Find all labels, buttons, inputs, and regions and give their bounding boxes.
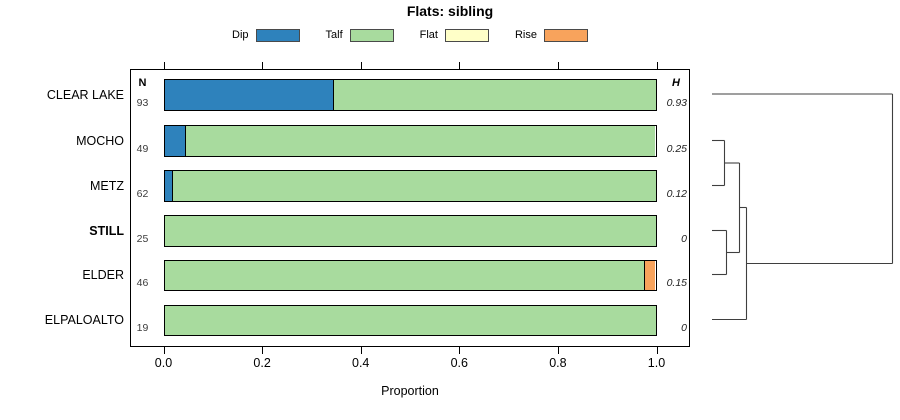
h-value-elder: 0.15 <box>666 277 687 289</box>
row-label-elder: ELDER <box>82 268 124 283</box>
h-value-still: 0 <box>681 232 687 245</box>
plot-area-border <box>130 69 690 347</box>
top-axis-tick <box>459 62 461 69</box>
bar-row-still <box>163 215 657 247</box>
bar-segment-talf-elder <box>164 260 644 290</box>
legend-swatch-talf <box>349 28 394 42</box>
bottom-axis-tick <box>360 346 362 354</box>
n-value-elpaloalto: 19 <box>136 322 149 334</box>
row-label-metz: METZ <box>89 178 124 193</box>
bar-segment-dip-mocho <box>164 126 185 156</box>
legend-item-rise: Rise <box>514 28 588 42</box>
bottom-axis-tick <box>262 346 264 354</box>
bar-segment-talf-metz <box>172 171 656 201</box>
n-column-header: N <box>138 77 147 89</box>
legend-item-talf: Talf <box>325 28 394 42</box>
bar-row-mocho <box>163 125 657 157</box>
h-value-mocho: 0.25 <box>666 142 687 155</box>
top-axis-tick <box>163 62 165 69</box>
legend-item-dip: Dip <box>232 28 300 42</box>
x-tick-label-1.0: 1.0 <box>647 356 666 370</box>
bar-row-clear-lake <box>163 79 657 111</box>
legend-label-flat: Flat <box>419 28 438 41</box>
bar-segment-talf-mocho <box>184 126 656 156</box>
h-column-header: H <box>672 77 680 89</box>
bar-segment-dip-metz <box>164 171 173 201</box>
x-tick-label-0.2: 0.2 <box>253 356 271 370</box>
n-value-elder: 46 <box>136 277 149 289</box>
x-axis-title: Proportion <box>381 384 439 398</box>
x-tick-label-0.8: 0.8 <box>549 356 567 370</box>
legend: Dip Talf Flat Rise <box>130 27 690 43</box>
row-label-mocho: MOCHO <box>76 133 124 148</box>
x-tick-label-0.4: 0.4 <box>351 356 370 370</box>
row-label-elpaloalto: ELPALOALTO <box>44 313 124 328</box>
bottom-axis-tick <box>163 346 165 354</box>
h-value-elpaloalto: 0 <box>681 322 687 334</box>
legend-swatch-flat <box>444 28 489 42</box>
bottom-axis-tick <box>656 346 658 354</box>
legend-label-dip: Dip <box>232 28 249 41</box>
bar-row-elder <box>163 259 657 291</box>
h-value-clear-lake: 0.93 <box>666 96 687 109</box>
bar-segment-dip-clear-lake <box>164 80 334 110</box>
bottom-axis-tick <box>459 346 461 354</box>
top-axis-tick <box>656 62 658 69</box>
n-value-still: 25 <box>136 232 149 245</box>
bar-segment-talf-elpaloalto <box>164 305 656 335</box>
legend-label-rise: Rise <box>514 28 537 41</box>
legend-label-talf: Talf <box>325 28 343 41</box>
top-axis-tick <box>557 62 560 69</box>
bar-segment-talf-clear-lake <box>333 80 656 110</box>
row-label-clear-lake: CLEAR LAKE <box>46 87 124 102</box>
n-value-mocho: 49 <box>136 142 149 155</box>
x-tick-label-0.6: 0.6 <box>450 356 468 370</box>
n-value-clear-lake: 93 <box>136 96 149 109</box>
legend-item-flat: Flat <box>419 28 489 42</box>
bar-row-elpaloalto <box>163 304 657 336</box>
bar-segment-rise-elder <box>643 260 656 290</box>
row-label-still: STILL <box>89 223 124 238</box>
bar-row-metz <box>163 170 657 202</box>
top-axis-tick <box>262 62 264 69</box>
top-axis-tick <box>360 62 362 69</box>
bar-segment-talf-still <box>164 216 656 246</box>
h-value-metz: 0.12 <box>666 187 687 200</box>
chart-title: Flats: sibling <box>406 3 494 19</box>
x-tick-label-0.0: 0.0 <box>154 356 173 370</box>
legend-swatch-dip <box>255 28 300 42</box>
legend-swatch-rise <box>544 28 588 42</box>
n-value-metz: 62 <box>136 187 149 200</box>
bottom-axis-tick <box>557 346 560 354</box>
